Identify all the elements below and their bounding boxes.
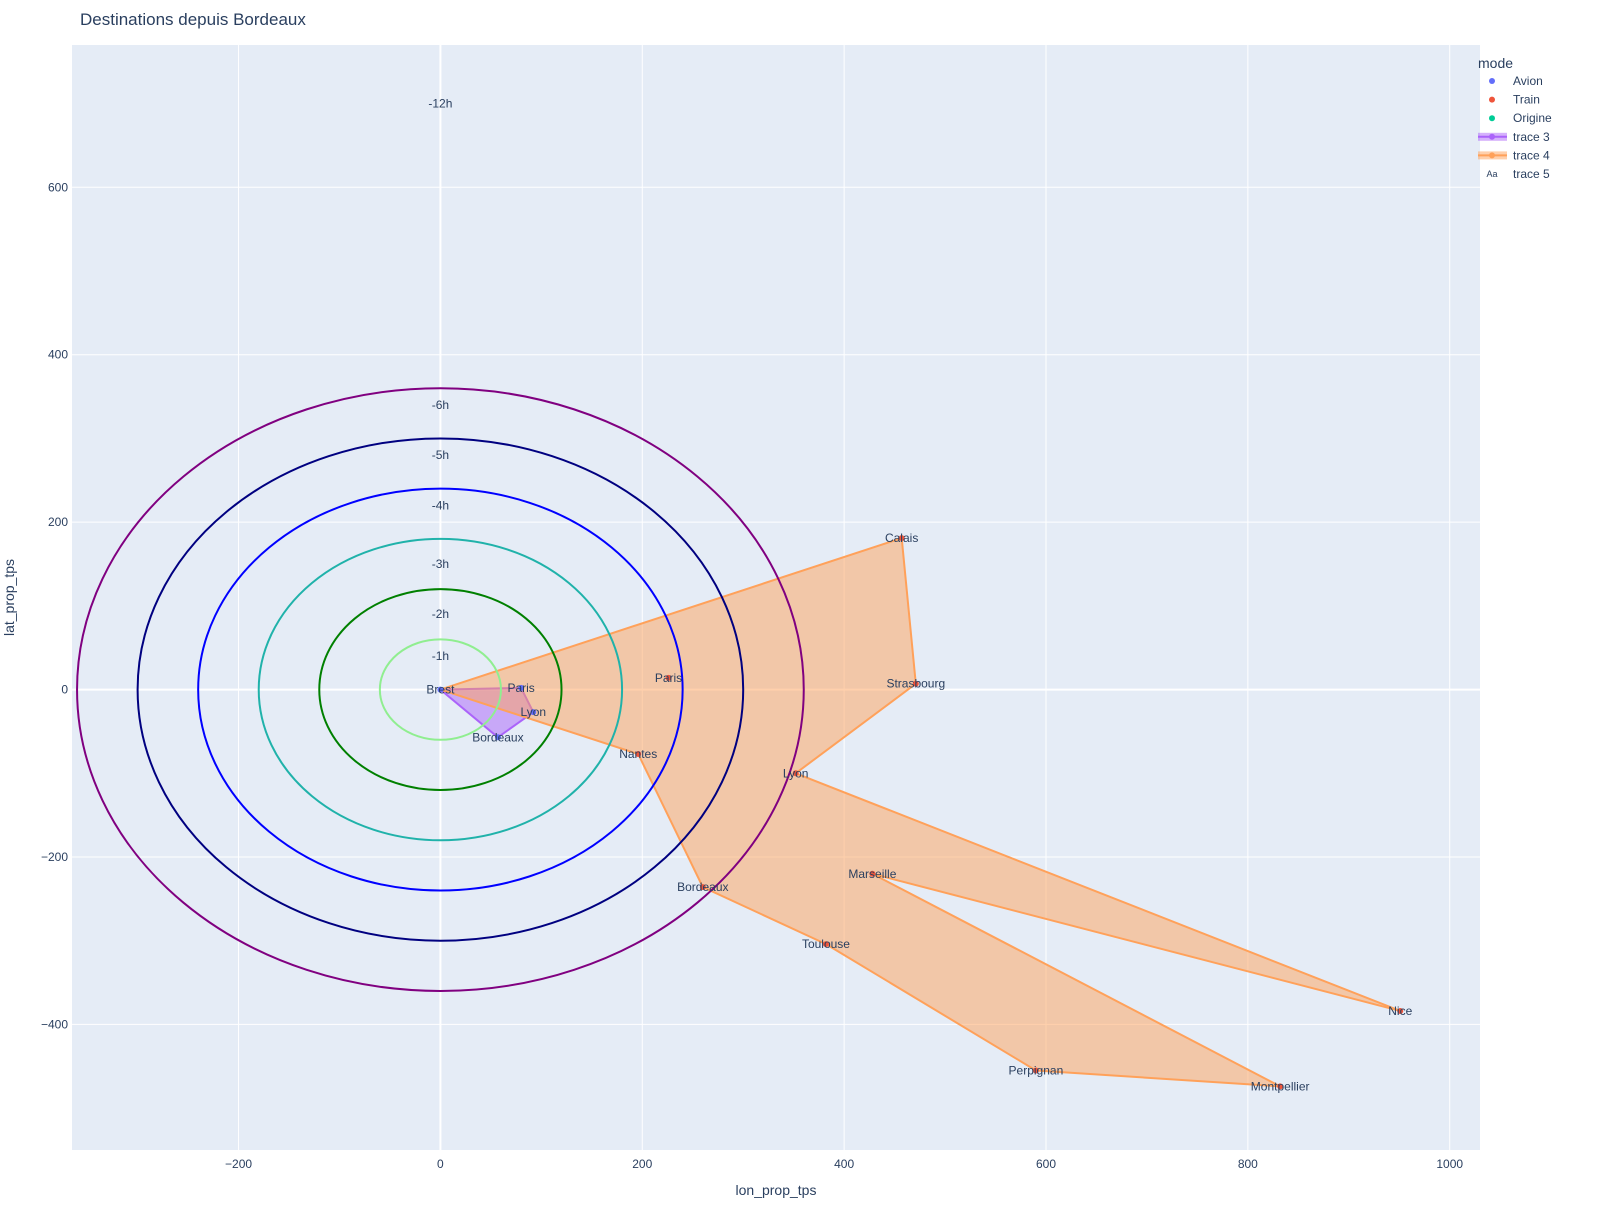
train-point [1277,1083,1284,1090]
ring-minus-4h [197,487,684,892]
train-point [792,770,799,777]
legend-text-icon: Aa [1486,169,1497,179]
x-tick-label: 1000 [1436,1157,1463,1171]
city-label: Marseille [848,867,896,881]
legend-marker [1489,96,1495,103]
legend-item[interactable]: trace 4 [1478,148,1550,162]
x-tick-label: 0 [437,1157,444,1171]
train-point [699,884,706,891]
y-tick-label: 0 [61,683,68,697]
train-point [898,535,905,542]
train-point [635,751,642,758]
ring-minus-2h [318,588,563,792]
y-axis-title: lat_prop_tps [1,559,17,636]
y-tick-label: 600 [48,180,68,194]
ring-label: -1h [432,649,449,663]
legend-item[interactable]: Avion [1489,74,1543,88]
avion-point [494,734,501,741]
x-tick-label: 800 [1238,1157,1258,1171]
legend-label: trace 5 [1513,167,1550,181]
y-tick-label: −200 [41,850,68,864]
legend[interactable]: mode Avion Train Origine trace 3 trace 4 Aa tr… [1478,55,1552,181]
legend-item[interactable]: Aa trace 5 [1486,167,1550,181]
ring-label: -6h [432,398,449,412]
axis-ticks: −200 0 200 400 600 800 1000 −400 −200 0 200 400 600 [41,180,1463,1171]
y-tick-label: −400 [41,1017,68,1031]
city-label: Paris [655,671,682,685]
legend-label: trace 3 [1513,130,1550,144]
city-label: Lyon [783,766,809,780]
x-axis-title: lon_prop_tps [736,1182,817,1198]
x-tick-label: 400 [834,1157,854,1171]
time-rings: -1h -2h -3h -4h -5h -6h -12h [76,97,805,992]
data-points [437,535,1404,1090]
legend-item[interactable]: Origine [1489,111,1552,125]
city-label: Perpignan [1009,1063,1064,1077]
ring-minus-3h [257,537,624,842]
train-point [822,941,829,948]
train-point [1032,1067,1039,1074]
city-label: Toulouse [802,937,850,951]
ring-label: -12h [428,97,452,111]
city-label: Strasbourg [886,677,945,691]
city-label: Nantes [619,747,657,761]
city-label: Montpellier [1251,1079,1310,1093]
trace-4-polygon [439,537,1402,1088]
ring-minus-1h [378,638,502,741]
city-label: Lyon [520,705,546,719]
city-label: Bordeaux [677,880,728,894]
city-label: Nice [1388,1004,1412,1018]
avion-point [518,684,525,691]
legend-item[interactable]: Train [1489,93,1540,107]
train-point [912,680,919,687]
legend-marker [1489,133,1495,140]
chart-title: Destinations depuis Bordeaux [80,10,306,29]
legend-label: Origine [1513,111,1552,125]
ring-label: -4h [432,498,449,512]
ring-label: -3h [432,557,449,571]
city-label: Bordeaux [472,730,523,744]
legend-title: mode [1478,55,1513,71]
legend-marker [1489,152,1495,159]
avion-point [437,686,444,693]
x-tick-label: 200 [632,1157,652,1171]
x-tick-label: 600 [1036,1157,1056,1171]
fill-polygons [439,537,1402,1088]
legend-marker [1489,78,1495,84]
train-point [665,674,672,681]
legend-marker [1489,115,1495,122]
x-tick-label: −200 [225,1157,252,1171]
city-label: Calais [885,531,918,545]
legend-label: Avion [1513,74,1543,88]
ring-label: -2h [432,607,449,621]
city-label: Brest [426,683,455,697]
train-point [869,870,876,877]
legend-item[interactable]: trace 3 [1478,130,1550,144]
ring-minus-6h [76,387,805,992]
legend-label: Train [1513,93,1540,107]
city-label: Paris [507,681,534,695]
train-point [1397,1008,1404,1015]
avion-point [530,709,537,716]
y-tick-label: 200 [48,515,68,529]
legend-label: trace 4 [1513,148,1550,162]
ring-minus-5h [136,437,745,942]
y-tick-label: 400 [48,348,68,362]
city-labels: Brest Paris Lyon Bordeaux Paris Calais Strasbo… [426,531,1412,1093]
ring-label: -5h [432,448,449,462]
